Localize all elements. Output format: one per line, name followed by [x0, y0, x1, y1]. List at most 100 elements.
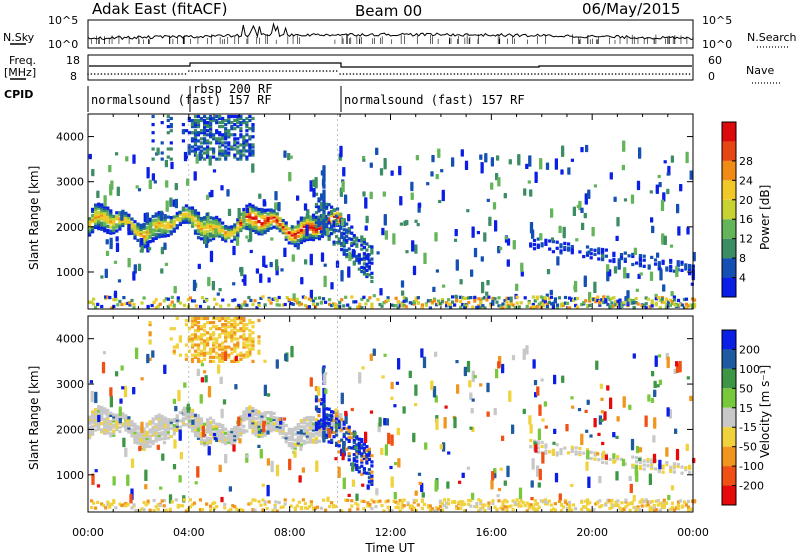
scatter-cell — [567, 451, 571, 455]
scatter-cell — [143, 212, 147, 217]
scatter-cell — [109, 215, 113, 219]
scatter-cell — [203, 224, 207, 228]
scatter-cell — [157, 217, 161, 221]
scatter-cell — [88, 219, 92, 223]
scatter-cell — [181, 131, 185, 135]
scatter-cell — [245, 413, 249, 417]
scatter-cell — [275, 272, 279, 276]
scatter-cell — [322, 387, 326, 392]
scatter-cell — [178, 435, 182, 439]
scatter-cell — [199, 141, 204, 145]
scatter-cell — [204, 375, 208, 379]
scatter-cell — [245, 123, 249, 127]
scatter-cell — [311, 424, 316, 428]
scatter-cell — [230, 147, 234, 151]
scatter-cell — [269, 220, 273, 224]
scatter-cell — [245, 407, 249, 411]
scatter-cell — [352, 260, 356, 264]
scatter-cell — [322, 414, 326, 418]
scatter-cell — [613, 266, 618, 270]
scatter-cell — [106, 429, 110, 433]
scatter-cell — [495, 177, 499, 181]
scatter-cell — [461, 472, 465, 476]
scatter-cell — [266, 218, 270, 222]
scatter-cell — [684, 466, 688, 470]
scatter-cell — [490, 163, 494, 167]
nave-point — [154, 73, 156, 75]
scatter-cell — [251, 425, 255, 429]
scatter-cell — [362, 156, 366, 160]
scatter-cell — [668, 298, 672, 302]
scatter-cell — [88, 425, 92, 429]
scatter-cell — [381, 230, 385, 234]
scatter-cell — [327, 440, 331, 444]
scatter-cell — [534, 179, 538, 183]
scatter-cell — [661, 237, 665, 241]
scatter-cell — [352, 300, 356, 304]
nave-point — [161, 73, 163, 75]
scatter-cell — [307, 305, 311, 309]
scatter-cell — [251, 208, 255, 212]
scatter-cell — [342, 443, 346, 447]
scatter-cell — [206, 116, 210, 121]
scatter-cell — [133, 430, 137, 435]
scatter-cell — [342, 236, 346, 240]
scatter-cell — [327, 213, 331, 217]
scatter-cell — [519, 301, 523, 305]
scatter-cell — [146, 175, 150, 179]
scatter-cell — [669, 264, 673, 269]
scatter-cell — [628, 298, 632, 302]
scatter-cell — [490, 184, 494, 188]
scatter-cell — [317, 429, 322, 433]
scatter-cell — [332, 220, 336, 224]
scatter-cell — [302, 425, 306, 429]
nave-point — [450, 73, 452, 75]
scatter-cell — [337, 419, 341, 423]
scatter-cell — [178, 335, 182, 339]
scatter-cell — [243, 280, 247, 284]
scatter-cell — [666, 188, 670, 192]
scatter-cell — [662, 192, 666, 196]
nave-point — [396, 73, 399, 75]
scatter-cell — [170, 163, 174, 168]
scatter-cell — [357, 437, 361, 441]
scatter-cell — [228, 488, 232, 492]
scatter-cell — [212, 137, 216, 141]
scatter-cell — [266, 224, 270, 228]
scatter-cell — [437, 148, 441, 152]
scatter-cell — [551, 448, 555, 452]
scatter-cell — [109, 426, 113, 430]
scatter-cell — [109, 432, 113, 436]
scatter-cell — [661, 259, 665, 263]
scatter-cell — [170, 295, 174, 299]
scatter-cell — [190, 220, 195, 224]
scatter-cell — [339, 149, 343, 154]
scatter-cell — [290, 225, 294, 229]
scatter-cell — [224, 318, 228, 323]
scatter-cell — [622, 148, 626, 152]
scatter-cell — [347, 274, 351, 278]
nave-point — [571, 73, 573, 75]
scatter-cell — [559, 450, 563, 454]
scatter-cell — [242, 147, 246, 151]
scatter-cell — [190, 318, 195, 323]
scatter-cell — [623, 275, 627, 279]
scatter-cell — [664, 297, 668, 301]
scatter-cell — [314, 430, 319, 434]
scatter-cell — [362, 450, 366, 454]
scatter-cell — [221, 137, 225, 141]
scatter-cell — [640, 304, 644, 308]
scatter-cell — [275, 270, 279, 274]
scatter-cell — [140, 249, 144, 253]
scatter-cell — [187, 145, 191, 150]
scatter-cell — [209, 226, 213, 230]
scatter-cell — [340, 244, 344, 248]
scatter-cell — [217, 366, 221, 370]
scatter-cell — [275, 224, 279, 228]
scatter-cell — [196, 236, 201, 240]
scatter-cell — [224, 129, 228, 133]
scatter-cell — [242, 209, 246, 214]
scatter-cell — [496, 155, 500, 159]
scatter-cell — [109, 395, 113, 400]
scatter-cell — [115, 419, 119, 423]
